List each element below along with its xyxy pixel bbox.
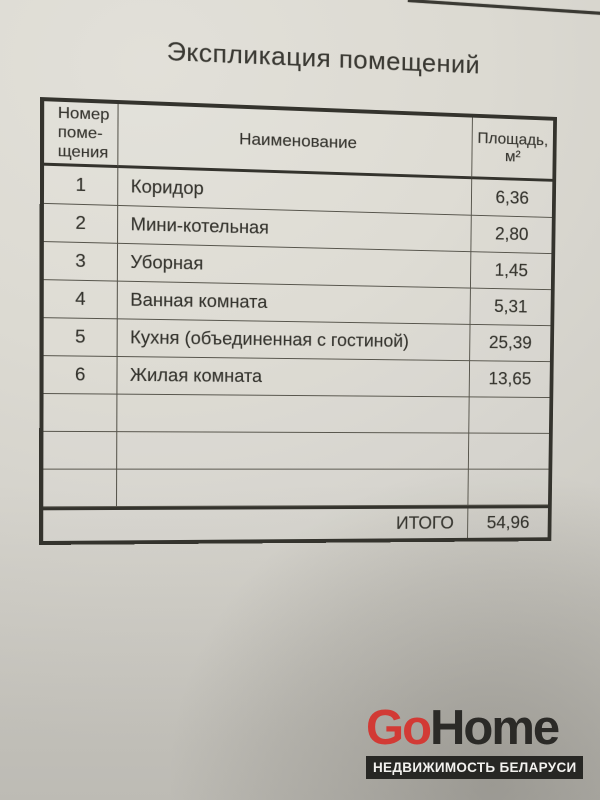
empty-row-name bbox=[117, 432, 470, 470]
header-area: Площадь, м² bbox=[472, 117, 554, 182]
row-number: 3 bbox=[43, 242, 119, 282]
gohome-logo-home: Home bbox=[430, 701, 560, 755]
row-area: 6,36 bbox=[471, 179, 553, 218]
row-name: Ванная комната bbox=[117, 281, 471, 325]
gohome-logo-go: Go bbox=[366, 701, 432, 755]
empty-row-area bbox=[468, 433, 549, 470]
gohome-tagline: НЕДВИЖИМОСТЬ БЕЛАРУСИ bbox=[366, 756, 583, 779]
row-area: 5,31 bbox=[470, 288, 551, 327]
row-name: Кухня (объединенная с гостиной) bbox=[117, 319, 471, 362]
header-room-number-line1: Номер bbox=[57, 104, 110, 124]
row-area: 2,80 bbox=[471, 215, 552, 255]
empty-row-name bbox=[117, 394, 470, 434]
header-area-line1: Площадь, bbox=[477, 129, 549, 149]
empty-row-area bbox=[468, 469, 549, 506]
header-room-name: Наименование bbox=[118, 104, 473, 180]
header-area-line2: м² bbox=[504, 148, 521, 165]
total-value: 54,96 bbox=[486, 512, 530, 533]
row-area: 13,65 bbox=[469, 361, 550, 398]
row-number: 1 bbox=[43, 165, 119, 206]
total-label: ИТОГО bbox=[43, 508, 469, 542]
empty-row-number bbox=[43, 431, 118, 470]
header-room-name-label: Наименование bbox=[238, 128, 358, 152]
gohome-logo: GoHome bbox=[366, 700, 583, 756]
empty-row-number bbox=[43, 394, 118, 433]
gohome-watermark: GoHome НЕДВИЖИМОСТЬ БЕЛАРУСИ bbox=[366, 700, 583, 779]
row-number: 6 bbox=[43, 356, 118, 395]
header-room-number-line3: щения bbox=[57, 143, 109, 162]
row-area: 1,45 bbox=[470, 252, 552, 291]
header-room-number: Номер поме- щения bbox=[44, 101, 119, 169]
paper-sheet: Экспликация помещений Номер поме- щения … bbox=[39, 36, 558, 545]
drawing-edge-line bbox=[407, 0, 600, 16]
row-area: 25,39 bbox=[470, 324, 551, 363]
header-room-number-line2: поме- bbox=[57, 123, 103, 143]
explication-table: Номер поме- щения Наименование Площадь, … bbox=[39, 97, 558, 545]
empty-row-number bbox=[43, 469, 118, 508]
row-name: Жилая комната bbox=[117, 356, 471, 398]
empty-row-name bbox=[117, 469, 469, 508]
empty-row-area bbox=[469, 397, 550, 434]
page-title: Экспликация помещений bbox=[166, 36, 481, 80]
row-number: 5 bbox=[43, 318, 118, 357]
row-number: 4 bbox=[43, 280, 118, 320]
row-number: 2 bbox=[43, 203, 119, 244]
